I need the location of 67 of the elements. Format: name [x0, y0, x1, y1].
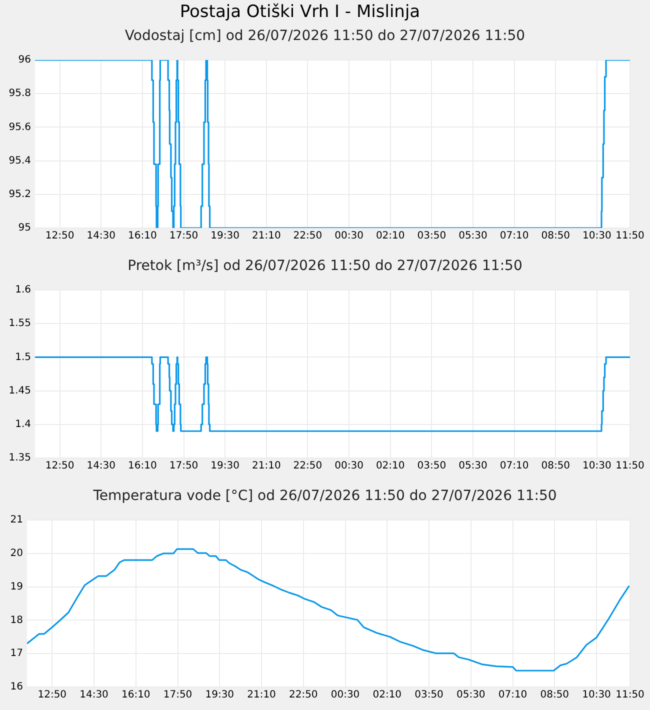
x-tick-label: 19:30	[210, 460, 240, 472]
y-tick-label: 95.6	[8, 122, 31, 133]
x-tick-label: 00:30	[330, 690, 360, 701]
x-tick-label: 21:10	[252, 230, 281, 242]
x-tick-label: 03:50	[417, 460, 446, 472]
x-tick-label: 10:30	[582, 460, 612, 472]
chart-title: Pretok [m³/s] od 26/07/2026 11:50 do 27/07/2026 11:50	[126, 258, 524, 274]
x-tick-label: 05:30	[456, 690, 486, 701]
x-tick-label: 11:50	[616, 690, 644, 701]
y-tick-label: 1.4	[15, 418, 31, 430]
x-tick-label: 11:50	[616, 230, 644, 242]
x-tick-label: 17:50	[163, 690, 192, 701]
x-tick-label: 07:10	[498, 690, 528, 701]
y-tick-label: 20	[10, 548, 23, 559]
y-tick-label: 95	[18, 222, 31, 234]
chart-subtitle: Vodostaj [cm] od 26/07/2026 11:50 do 27/07/2026 11:50	[124, 28, 526, 44]
y-tick-label: 1.45	[8, 385, 31, 396]
y-tick-label: 21	[10, 514, 23, 526]
x-tick-label: 08:50	[541, 460, 570, 472]
x-tick-label: 14:30	[86, 460, 116, 472]
x-tick-label: 14:30	[80, 690, 108, 701]
x-tick-label: 21:10	[247, 690, 276, 701]
x-tick-label: 05:30	[458, 230, 488, 242]
x-tick-label: 02:10	[376, 230, 405, 242]
x-tick-label: 16:10	[121, 690, 150, 701]
x-tick-label: 12:50	[38, 690, 67, 701]
x-tick-label: 11:50	[616, 460, 644, 472]
x-tick-label: 12:50	[45, 230, 74, 242]
x-tick-label: 00:30	[334, 460, 364, 472]
y-tick-label: 18	[10, 614, 23, 626]
x-tick-label: 12:50	[45, 460, 74, 472]
x-tick-label: 17:50	[169, 230, 198, 242]
x-tick-label: 07:10	[500, 230, 529, 242]
x-tick-label: 10:30	[582, 230, 612, 242]
y-tick-label: 19	[10, 581, 23, 592]
chart-title: Temperatura vode [°C] od 26/07/2026 11:50 do 27/07/2026 11:50	[92, 488, 558, 504]
y-tick-label: 95.8	[8, 88, 31, 100]
y-tick-label: 1.55	[8, 318, 31, 330]
x-tick-label: 19:30	[210, 230, 240, 242]
x-tick-label: 21:10	[252, 460, 281, 472]
y-tick-label: 95.2	[8, 188, 31, 200]
x-tick-label: 00:30	[334, 230, 364, 242]
y-tick-label: 95.4	[8, 155, 31, 166]
x-tick-label: 16:10	[128, 230, 157, 242]
x-tick-label: 14:30	[86, 230, 116, 242]
y-tick-label: 1.5	[15, 352, 31, 363]
x-tick-label: 22:50	[293, 460, 322, 472]
x-tick-label: 19:30	[205, 690, 234, 701]
x-tick-label: 08:50	[541, 230, 570, 242]
x-tick-label: 07:10	[500, 460, 529, 472]
y-tick-label: 96	[18, 54, 31, 66]
x-tick-label: 02:10	[372, 690, 402, 701]
x-tick-label: 22:50	[293, 230, 322, 242]
x-tick-label: 08:50	[540, 690, 570, 701]
y-tick-label: 1.6	[15, 284, 31, 296]
x-tick-label: 03:50	[414, 690, 444, 701]
x-tick-label: 22:50	[288, 690, 318, 701]
y-tick-label: 17	[10, 648, 23, 660]
y-tick-label: 1.35	[8, 452, 31, 464]
x-tick-label: 10:30	[582, 690, 611, 701]
x-tick-label: 05:30	[458, 460, 488, 472]
x-tick-label: 16:10	[128, 460, 157, 472]
x-tick-label: 02:10	[376, 460, 405, 472]
x-tick-label: 03:50	[417, 230, 446, 242]
y-tick-label: 16	[10, 682, 23, 693]
chart-title: Postaja Otiški Vrh I - Mislinja	[178, 2, 422, 22]
x-tick-label: 17:50	[169, 460, 198, 472]
